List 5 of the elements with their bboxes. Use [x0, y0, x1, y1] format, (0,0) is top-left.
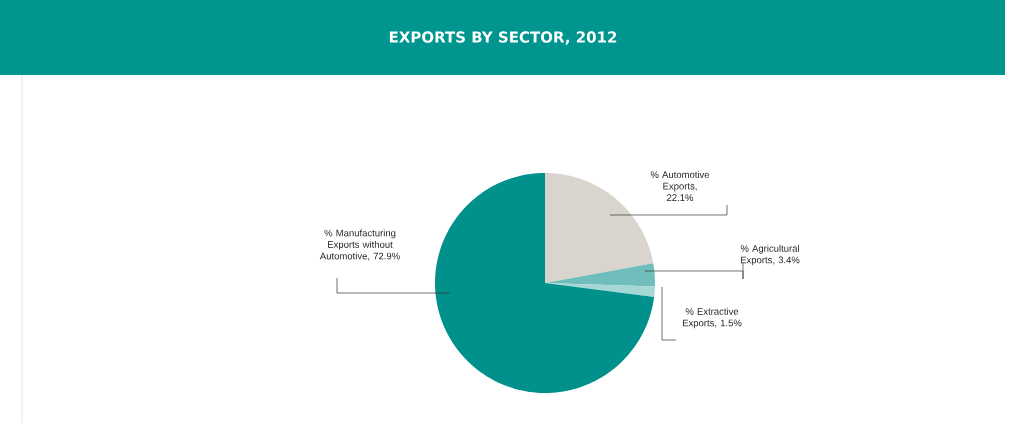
- data-label: % Automotive Exports, 22.1%: [650, 170, 710, 201]
- data-label: % Agricultural Exports, 3.4%: [740, 244, 800, 265]
- data-label: % Extractive Exports, 1.5%: [682, 307, 742, 328]
- data-label: % Manufacturing Exports without Automotive, 72.9%: [319, 229, 400, 261]
- chart-title: EXPORTS BY SECTOR, 2012: [389, 31, 617, 45]
